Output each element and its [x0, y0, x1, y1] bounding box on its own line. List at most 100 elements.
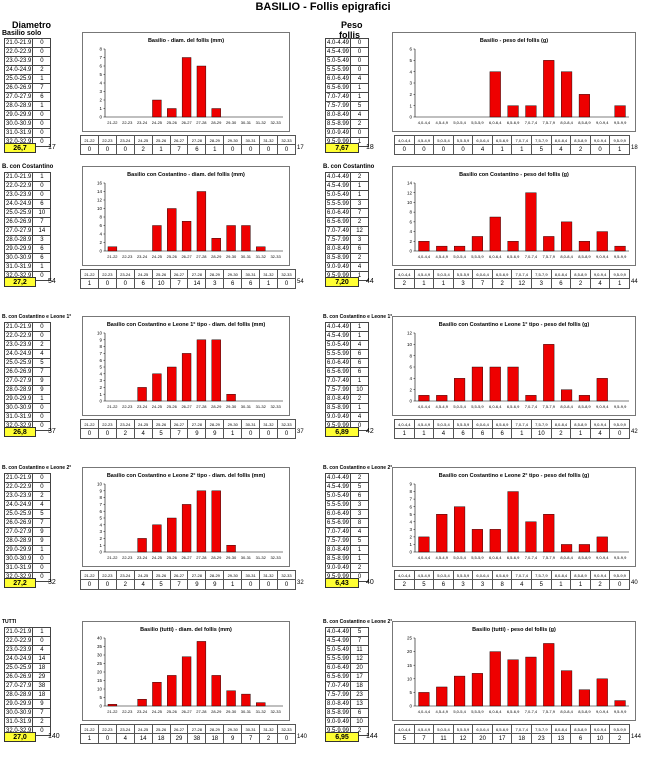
- bin-label: 9,0-9,4: [589, 419, 611, 429]
- range-label: 30.0-30.9: [3, 403, 34, 413]
- bin-label: 7,5-7,9: [531, 419, 552, 429]
- peso-bin-table: 4,0-4,4 4,5-4,9 5,0-5,4 5,5-5,9 6,0-6,4 6,5-6…: [394, 269, 630, 289]
- y-tick-label: 4: [99, 371, 102, 376]
- range-label: 27.0-27.9: [3, 681, 34, 691]
- bar: [471, 236, 483, 252]
- y-tick-label: 5: [99, 695, 102, 700]
- range-row: 22.0-22.9 0: [3, 636, 52, 646]
- range-count: 7: [32, 367, 52, 377]
- bin-total: 17: [297, 145, 304, 151]
- range-row: 4.5-4.99 0: [324, 47, 370, 57]
- diam-chart-svg: Basilio con Costantino - diam. del folli…: [97, 172, 283, 259]
- bin-count: 4: [133, 428, 153, 439]
- y-tick-label: 6: [409, 219, 412, 224]
- x-tick-label: 8,5-8,9: [578, 404, 591, 409]
- bin-label: 4,0-4,4: [394, 724, 415, 734]
- bar: [196, 490, 207, 553]
- y-tick-label: 2: [99, 385, 102, 390]
- bin-count: 13: [550, 733, 572, 744]
- range-count: 4: [350, 527, 370, 537]
- bin-count: 0: [115, 278, 135, 289]
- range-count: 12: [350, 654, 370, 664]
- peso-bin-table: 4,0-4,4 4,5-4,9 5,0-5,4 5,5-5,9 6,0-6,4 6,5-6…: [394, 724, 630, 744]
- range-count: 1: [32, 101, 52, 111]
- x-tick-label: 22-23: [122, 709, 133, 714]
- bin-label: 4,5-4,9: [413, 269, 435, 279]
- chart-title: Basilio con Costantino e Leone 2° tipo -…: [107, 473, 266, 479]
- bin-label: 4,5-4,9: [413, 570, 435, 580]
- bin-label: 27-28: [187, 269, 207, 279]
- bin-label: 8,0-8,4: [550, 724, 572, 734]
- range-count: 4: [350, 412, 370, 422]
- bin-count: 20: [472, 733, 493, 744]
- range-count: 7: [32, 518, 52, 528]
- bar: [578, 241, 590, 252]
- bin-count: 0: [241, 144, 261, 155]
- range-label: 24.0-24.9: [3, 349, 34, 359]
- diam-chart: Basilio con Costantino e Leone 2° tipo -…: [82, 467, 290, 567]
- bin-label: 25-26: [151, 135, 171, 145]
- bin-count: 18: [151, 733, 171, 744]
- bar: [137, 538, 147, 553]
- range-label: 8.5-8.99: [324, 119, 352, 129]
- bar: [525, 395, 537, 402]
- x-tick-label: 32-33: [270, 709, 281, 714]
- bin-count: 1: [491, 144, 513, 155]
- range-row: 21.0-21.9 0: [3, 322, 52, 332]
- range-label: 7.0-7.49: [324, 527, 352, 537]
- range-row: 31.0-31.9 1: [3, 262, 52, 272]
- range-row: 26.0-26.9 7: [3, 518, 52, 528]
- bin-label: 6,5-6,9: [491, 570, 513, 580]
- x-tick-label: 9,0-9,4: [596, 555, 609, 560]
- range-label: 23.0-23.9: [3, 645, 34, 655]
- bar: [152, 99, 162, 118]
- x-tick-label: 4,0-4,4: [418, 120, 431, 125]
- y-tick-label: 20: [97, 670, 103, 675]
- bin-label: 29-30: [223, 419, 243, 429]
- bin-count: 2: [589, 579, 611, 590]
- x-tick-label: 27-28: [196, 254, 207, 259]
- y-tick-label: 1: [409, 103, 412, 108]
- range-count: 1: [32, 74, 52, 84]
- bar: [196, 65, 207, 118]
- range-label: 4.0-4.49: [324, 627, 352, 637]
- bin-count: 10: [531, 428, 552, 439]
- range-row: 25.0-25.9 18: [3, 663, 52, 673]
- range-row: 25.0-25.9 1: [3, 74, 52, 84]
- range-count: 9: [32, 699, 52, 709]
- x-tick-label: 23-24: [137, 555, 148, 560]
- range-label: 5.0-5.49: [324, 340, 352, 350]
- peso-bin-table: 4,0-4,4 4,5-4,9 5,0-5,4 5,5-5,9 6,0-6,4 6,5-6…: [394, 570, 630, 590]
- range-count: 0: [350, 421, 370, 431]
- bar: [507, 491, 519, 553]
- x-tick-label: 24-25: [152, 120, 163, 125]
- range-count: 0: [32, 636, 52, 646]
- bin-count: 6: [187, 144, 207, 155]
- y-tick-label: 0: [409, 249, 412, 254]
- range-row: 29.0-29.9 1: [3, 394, 52, 404]
- range-label: 5.0-5.49: [324, 645, 352, 655]
- bin-count: 0: [115, 144, 135, 155]
- x-tick-label: 5,0-5,4: [453, 709, 466, 714]
- bar: [226, 544, 236, 553]
- bar: [507, 241, 519, 252]
- diam-mean: 26,8: [4, 427, 36, 437]
- y-tick-label: 3: [99, 378, 102, 383]
- range-count: 18: [350, 681, 370, 691]
- bin-count: 0: [241, 579, 261, 590]
- x-tick-label: 4,0-4,4: [418, 404, 431, 409]
- y-tick-label: 12: [97, 198, 103, 203]
- range-count: 1: [350, 322, 370, 332]
- range-count: 0: [32, 137, 52, 147]
- range-row: 31.0-31.9 0: [3, 128, 52, 138]
- range-label: 7.5-7.99: [324, 385, 352, 395]
- bin-label: 6,0-6,4: [472, 570, 493, 580]
- range-row: 27.0-27.9 38: [3, 681, 52, 691]
- bar: [137, 387, 147, 402]
- range-row: 23.0-23.9 0: [3, 190, 52, 200]
- range-count: 12: [350, 226, 370, 236]
- peso-total: 144: [366, 733, 378, 740]
- y-tick-label: 20: [407, 649, 413, 654]
- range-count: 0: [32, 421, 52, 431]
